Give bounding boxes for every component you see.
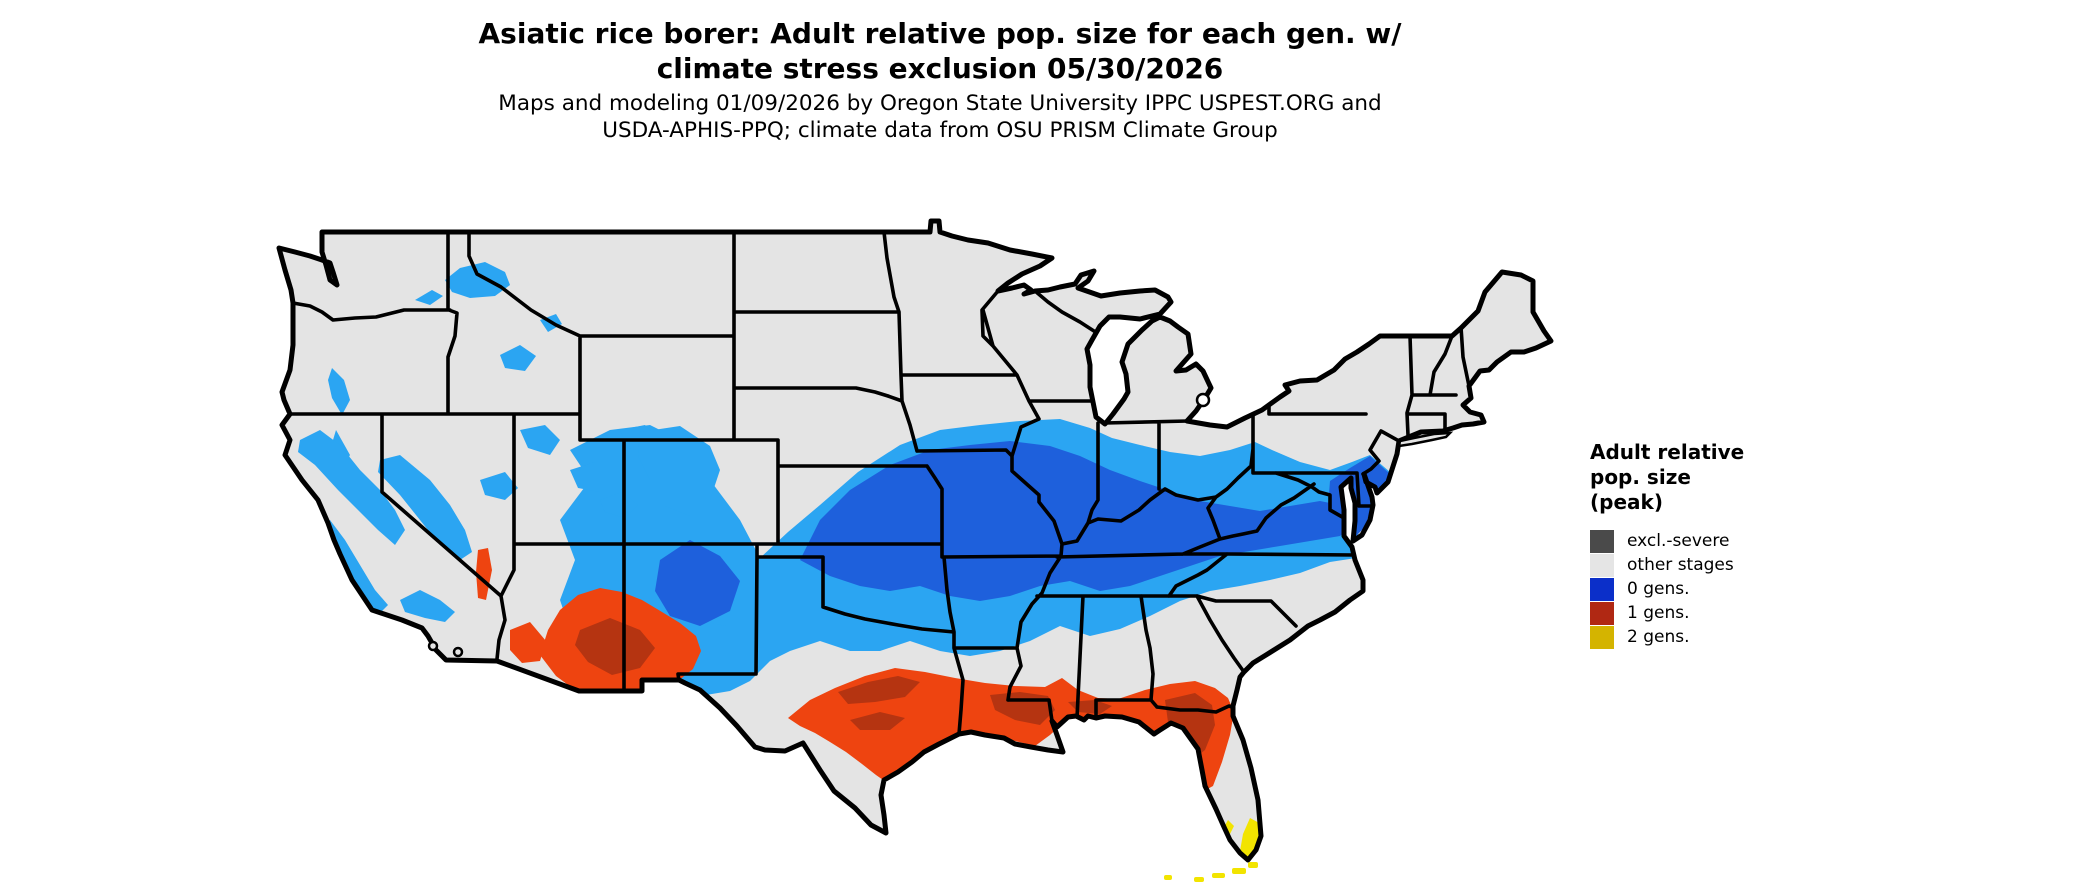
figure-subtitle: Maps and modeling 01/09/2026 by Oregon S… xyxy=(0,90,1880,144)
legend-title: Adult relative pop. size (peak) xyxy=(1590,440,1900,515)
figure-subtitle-line1: Maps and modeling 01/09/2026 by Oregon S… xyxy=(498,91,1382,116)
legend-swatch-1-gens xyxy=(1590,601,1614,625)
legend-item-excl-severe: excl.-severe xyxy=(1590,529,1900,553)
legend-item-0-gens: 0 gens. xyxy=(1590,577,1900,601)
figure-title-line2: climate stress exclusion 05/30/2026 xyxy=(656,52,1224,85)
legend-items: excl.-severe other stages 0 gens. 1 gens… xyxy=(1590,529,1900,649)
legend-label-2-gens: 2 gens. xyxy=(1627,627,1690,647)
figure-title-line1: Asiatic rice borer: Adult relative pop. … xyxy=(478,17,1402,50)
long-island xyxy=(1397,431,1454,448)
legend-item-2-gens: 2 gens. xyxy=(1590,625,1900,649)
state-borders xyxy=(288,230,1471,736)
legend-title-line1: Adult relative xyxy=(1590,440,1745,464)
legend-swatch-excl-severe xyxy=(1590,529,1614,553)
legend: Adult relative pop. size (peak) excl.-se… xyxy=(1590,440,1900,649)
legend-title-line2: pop. size xyxy=(1590,465,1691,489)
legend-item-other-stages: other stages xyxy=(1590,553,1900,577)
legend-item-1-gens: 1 gens. xyxy=(1590,601,1900,625)
legend-title-line3: (peak) xyxy=(1590,490,1663,514)
legend-swatch-other-stages xyxy=(1590,553,1614,577)
legend-label-1-gens: 1 gens. xyxy=(1627,603,1690,623)
legend-label-other-stages: other stages xyxy=(1627,555,1734,575)
lake-st-clair xyxy=(1195,392,1211,408)
legend-swatch-0-gens xyxy=(1590,577,1614,601)
florida-keys xyxy=(1164,862,1258,882)
legend-label-0-gens: 0 gens. xyxy=(1627,579,1690,599)
channel-island-1 xyxy=(427,640,439,652)
figure-subtitle-line2: USDA-APHIS-PPQ; climate data from OSU PR… xyxy=(602,118,1278,143)
channel-island-2 xyxy=(452,646,464,658)
legend-swatch-2-gens xyxy=(1590,625,1614,649)
legend-label-excl-severe: excl.-severe xyxy=(1627,531,1730,551)
figure-title: Asiatic rice borer: Adult relative pop. … xyxy=(0,16,1880,86)
